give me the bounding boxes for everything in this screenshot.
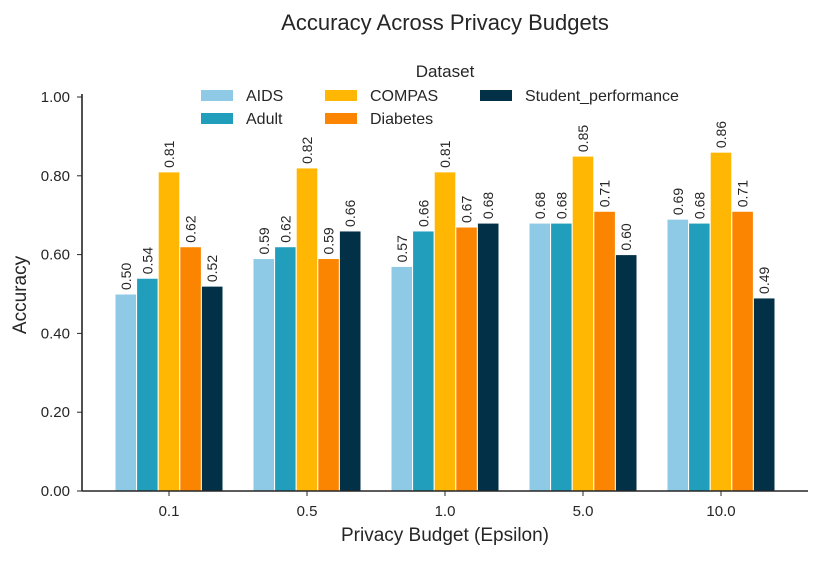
bar-student_performance-0.5 [338, 230, 362, 492]
legend-label: Student_performance [525, 88, 679, 105]
bar-student_performance-5.0 [614, 254, 638, 492]
legend: Dataset AIDS Adult COMPAS Diabetes Student_p… [201, 62, 679, 128]
y-axis-label: Accuracy [10, 255, 31, 334]
bar-aids-0.1 [114, 293, 138, 492]
data-label: 0.60 [618, 223, 634, 250]
chart-title: Accuracy Across Privacy Budgets [281, 10, 609, 35]
bar-student_performance-0.1 [200, 285, 224, 492]
bar-diabetes-5.0 [593, 210, 616, 492]
bar-compas-10.0 [709, 151, 733, 492]
data-label: 0.50 [118, 263, 134, 290]
bar-diabetes-0.5 [317, 258, 340, 492]
bar-adult-0.1 [136, 277, 159, 492]
bar-diabetes-0.1 [179, 246, 202, 492]
data-label: 0.68 [553, 192, 569, 219]
bar-adult-5.0 [550, 222, 573, 492]
x-tick-label: 0.1 [159, 503, 180, 520]
x-axis-label: Privacy Budget (Epsilon) [341, 525, 549, 546]
legend-label: Diabetes [370, 111, 433, 128]
data-label: 0.68 [532, 192, 548, 219]
bar-compas-5.0 [571, 155, 595, 492]
y-tick-label: 0.40 [41, 325, 70, 342]
data-label: 0.49 [756, 266, 772, 293]
data-label: 0.82 [299, 136, 315, 163]
bar-compas-0.1 [157, 171, 181, 492]
legend-label: Adult [246, 111, 283, 128]
bar-adult-1.0 [412, 230, 435, 492]
y-tick-label: 0.80 [41, 168, 70, 185]
data-label: 0.81 [161, 140, 177, 167]
legend-swatch [325, 90, 357, 101]
bar-adult-10.0 [688, 222, 711, 492]
legend-title: Dataset [416, 62, 475, 81]
bar-adult-0.5 [274, 246, 297, 492]
data-label: 0.54 [139, 247, 155, 274]
bar-student_performance-1.0 [476, 222, 500, 492]
x-tick-label: 10.0 [706, 503, 735, 520]
bar-aids-0.5 [252, 258, 276, 492]
data-label: 0.71 [735, 180, 751, 207]
data-label: 0.62 [277, 215, 293, 242]
legend-label: AIDS [246, 88, 283, 105]
data-label: 0.62 [183, 215, 199, 242]
data-label: 0.59 [256, 227, 272, 254]
data-label: 0.68 [691, 192, 707, 219]
bars-layer: 0.50 0.54 0.81 0.62 0.52 0.59 0.62 0.82 0.59 0.66… [114, 121, 776, 492]
data-label: 0.69 [670, 188, 686, 215]
data-label: 0.66 [415, 199, 431, 226]
axes-layer: 0.1 0.5 1.0 5.0 10.0 0.00 0.20 0.40 0.60 0.80 1.00 [41, 89, 808, 520]
data-label: 0.68 [480, 192, 496, 219]
data-label: 0.57 [394, 235, 410, 262]
bar-aids-5.0 [528, 222, 552, 492]
bar-diabetes-10.0 [731, 210, 754, 492]
legend-swatch [480, 90, 512, 101]
y-tick-label: 0.60 [41, 247, 70, 264]
legend-label: COMPAS [370, 88, 438, 105]
x-tick-label: 5.0 [573, 503, 594, 520]
data-label: 0.86 [713, 121, 729, 148]
bar-student_performance-10.0 [752, 297, 776, 492]
y-tick-label: 0.00 [41, 483, 70, 500]
x-tick-label: 0.5 [297, 503, 318, 520]
data-label: 0.85 [575, 125, 591, 152]
bar-aids-1.0 [390, 265, 414, 492]
bar-compas-0.5 [295, 167, 319, 492]
data-label: 0.67 [459, 196, 475, 223]
legend-swatch [201, 113, 233, 124]
data-label: 0.66 [342, 199, 358, 226]
data-label: 0.81 [437, 140, 453, 167]
y-tick-label: 0.20 [41, 404, 70, 421]
data-label: 0.59 [321, 227, 337, 254]
bar-compas-1.0 [433, 171, 457, 492]
bar-aids-10.0 [666, 218, 690, 492]
y-tick-label: 1.00 [41, 89, 70, 106]
data-label: 0.71 [597, 180, 613, 207]
bar-diabetes-1.0 [455, 226, 478, 492]
data-label: 0.52 [204, 255, 220, 282]
x-tick-label: 1.0 [435, 503, 456, 520]
legend-swatch [201, 90, 233, 101]
legend-swatch [325, 113, 357, 124]
